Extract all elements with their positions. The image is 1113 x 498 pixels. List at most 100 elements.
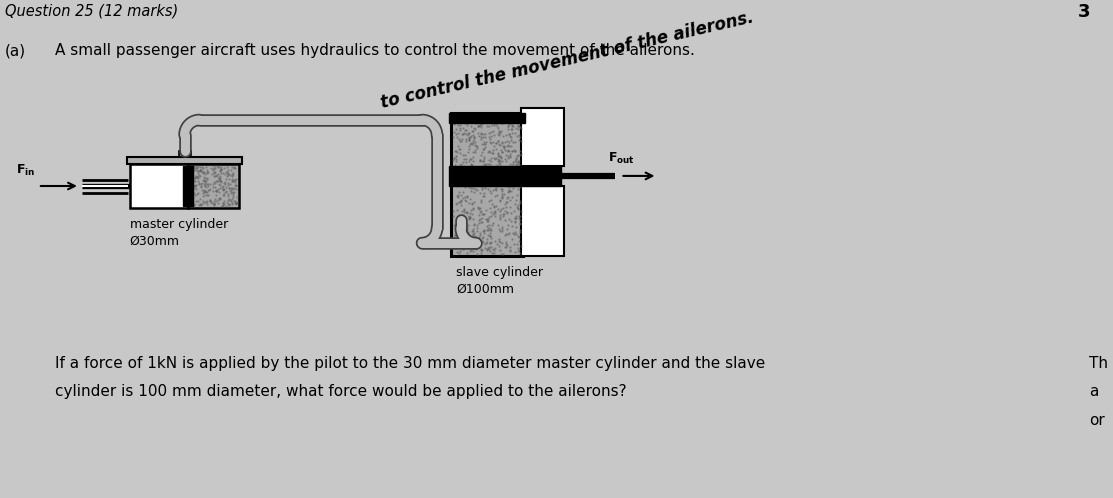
Point bbox=[473, 162, 491, 170]
Point bbox=[224, 171, 242, 179]
Point bbox=[467, 112, 485, 120]
Point bbox=[214, 199, 232, 207]
Point bbox=[498, 225, 515, 233]
Point bbox=[472, 249, 490, 257]
Point bbox=[462, 180, 480, 188]
Point bbox=[496, 200, 514, 208]
Bar bbox=[449, 113, 524, 123]
Point bbox=[473, 123, 491, 130]
Point bbox=[509, 163, 526, 171]
Point bbox=[186, 174, 204, 182]
Point bbox=[465, 177, 483, 185]
Point bbox=[509, 115, 526, 123]
Point bbox=[471, 155, 489, 163]
Point bbox=[454, 129, 472, 137]
Point bbox=[185, 201, 203, 209]
Point bbox=[506, 118, 524, 126]
Point bbox=[451, 145, 469, 153]
Point bbox=[503, 176, 521, 184]
Point bbox=[465, 221, 483, 229]
Point bbox=[487, 154, 505, 162]
Point bbox=[479, 226, 496, 234]
Point bbox=[509, 176, 526, 184]
Point bbox=[500, 187, 518, 195]
Point bbox=[479, 180, 496, 188]
Point bbox=[460, 134, 477, 142]
Point bbox=[460, 215, 477, 223]
Point bbox=[480, 197, 498, 205]
Point bbox=[506, 124, 524, 132]
Point bbox=[504, 229, 522, 237]
Point bbox=[186, 172, 204, 180]
Point bbox=[456, 126, 474, 134]
Point bbox=[481, 175, 499, 183]
Point bbox=[494, 204, 512, 212]
Point bbox=[226, 197, 244, 205]
Point bbox=[480, 123, 498, 130]
Point bbox=[205, 178, 223, 186]
Point bbox=[504, 184, 522, 192]
Point bbox=[503, 235, 521, 243]
Point bbox=[485, 119, 503, 126]
Point bbox=[205, 167, 223, 175]
Point bbox=[494, 143, 512, 151]
Point bbox=[490, 150, 508, 158]
Point bbox=[477, 138, 495, 146]
Point bbox=[465, 133, 483, 141]
Point bbox=[462, 247, 480, 254]
Point bbox=[464, 239, 482, 247]
Point bbox=[466, 245, 484, 253]
Text: Question 25 (12 marks): Question 25 (12 marks) bbox=[4, 3, 178, 18]
Point bbox=[462, 233, 480, 241]
Point bbox=[490, 137, 508, 145]
Point bbox=[198, 197, 216, 205]
Point bbox=[446, 146, 464, 154]
Point bbox=[211, 172, 229, 180]
Point bbox=[186, 182, 204, 190]
Point bbox=[196, 170, 214, 178]
Point bbox=[207, 186, 225, 194]
Point bbox=[500, 112, 518, 120]
Point bbox=[215, 191, 233, 199]
Point bbox=[463, 132, 481, 140]
Point bbox=[486, 155, 504, 163]
Point bbox=[186, 162, 204, 170]
Point bbox=[490, 242, 508, 249]
Point bbox=[493, 119, 511, 127]
Point bbox=[457, 197, 475, 205]
Point bbox=[226, 197, 244, 205]
Point bbox=[189, 172, 207, 180]
Point bbox=[496, 155, 514, 163]
Point bbox=[445, 154, 463, 162]
Point bbox=[482, 189, 500, 197]
Point bbox=[226, 178, 244, 186]
Point bbox=[470, 175, 487, 183]
Point bbox=[218, 169, 236, 177]
Point bbox=[471, 204, 489, 212]
Point bbox=[216, 191, 234, 199]
Point bbox=[453, 181, 471, 189]
Point bbox=[506, 138, 524, 146]
Point bbox=[459, 129, 476, 137]
Point bbox=[484, 146, 502, 154]
Point bbox=[495, 190, 513, 198]
Point bbox=[511, 237, 529, 245]
Point bbox=[466, 170, 484, 178]
Point bbox=[477, 245, 495, 253]
Point bbox=[503, 129, 521, 137]
Point bbox=[209, 175, 227, 183]
Point bbox=[198, 174, 216, 182]
Point bbox=[454, 231, 472, 239]
Point bbox=[466, 142, 484, 150]
Point bbox=[462, 166, 480, 174]
Point bbox=[459, 121, 476, 128]
Point bbox=[223, 188, 240, 196]
Point bbox=[195, 169, 213, 177]
Point bbox=[198, 168, 216, 176]
Text: Th: Th bbox=[1090, 356, 1109, 371]
Point bbox=[209, 185, 227, 193]
Point bbox=[211, 174, 229, 182]
Point bbox=[495, 142, 513, 150]
Point bbox=[480, 159, 498, 167]
Point bbox=[479, 246, 496, 254]
